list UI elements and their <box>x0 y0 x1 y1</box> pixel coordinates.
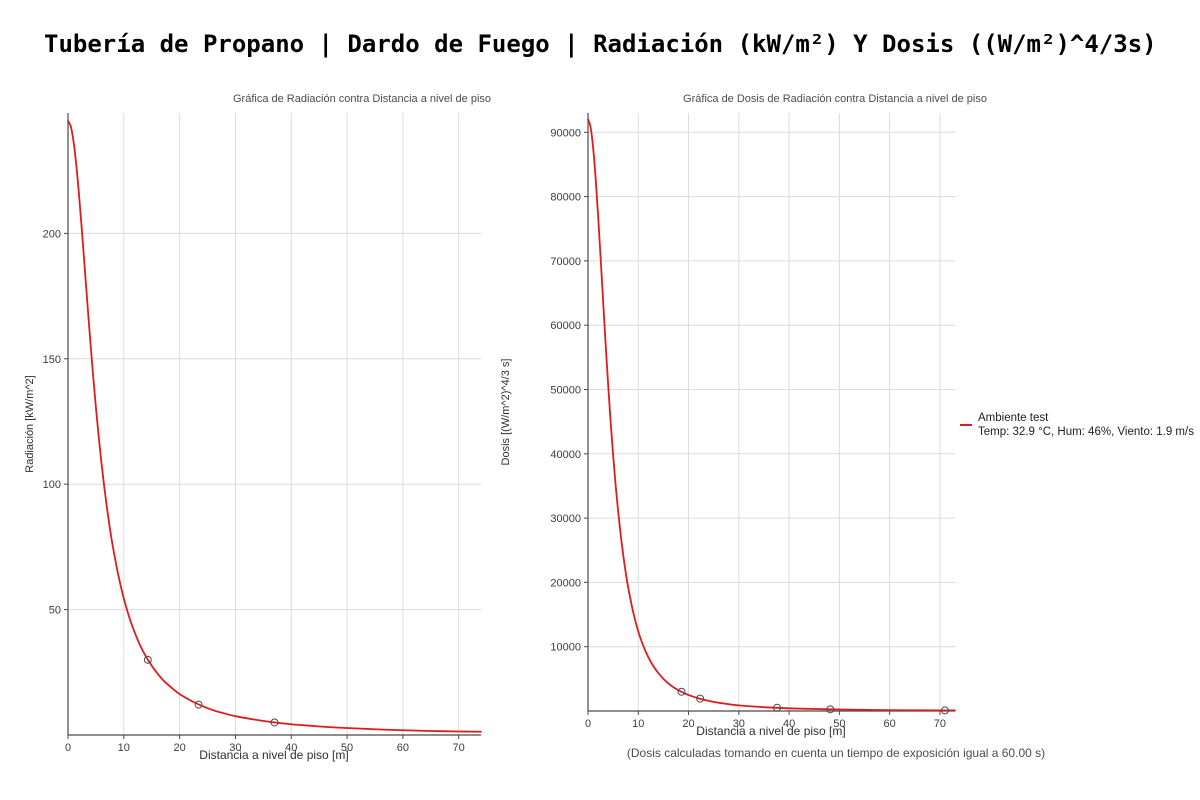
threshold-marker <box>270 718 279 727</box>
x-tick-label: 40 <box>783 718 795 730</box>
x-tick-label: 0 <box>65 742 71 754</box>
radiation-curve <box>67 120 482 733</box>
x-tick-label: 20 <box>682 718 694 730</box>
chart1-title: Gráfica de Radiación contra Distancia a … <box>232 93 492 105</box>
dose-exposure-footnote: (Dosis calculadas tomando en cuenta un t… <box>626 746 1046 760</box>
y-tick-label: 10000 <box>550 642 581 654</box>
chart-1: 0 10 20 30 40 50 60 70 50 100 150 200 <box>43 113 482 754</box>
y-tick-label: 40000 <box>550 449 581 461</box>
chart2-y-axis-label: Dosis [(W/m^2)^4/3 s] <box>500 358 512 466</box>
y-tick-label: 60000 <box>550 320 581 332</box>
x-tick-label: 20 <box>173 742 185 754</box>
y-tick-label: 50000 <box>550 384 581 396</box>
legend-line-swatch <box>960 424 972 426</box>
x-tick-label: 10 <box>632 718 644 730</box>
y-tick-label: 150 <box>43 354 61 366</box>
y-tick-label: 200 <box>43 228 61 240</box>
threshold-marker <box>696 694 705 703</box>
threshold-marker <box>940 706 949 715</box>
chart1-x-axis-label: Distancia a nivel de piso [m] <box>199 748 349 762</box>
x-tick-label: 40 <box>285 742 297 754</box>
legend-series-label: Ambiente test <box>978 412 1049 424</box>
y-tick-label: 100 <box>43 479 61 491</box>
y-tick-label: 20000 <box>550 577 581 589</box>
threshold-marker <box>773 703 782 712</box>
x-tick-label: 50 <box>341 742 353 754</box>
x-tick-label: 70 <box>934 718 946 730</box>
x-tick-label: 60 <box>397 742 409 754</box>
chart2-x-axis-label: Distancia a nivel de piso [m] <box>696 724 846 738</box>
chart2-title: Gráfica de Dosis de Radiación contra Dis… <box>683 93 987 105</box>
y-tick-label: 80000 <box>550 192 581 204</box>
legend-conditions: Temp: 32.9 °C, Hum: 46%, Viento: 1.9 m/s <box>978 426 1194 438</box>
threshold-marker <box>826 705 835 714</box>
x-tick-label: 60 <box>884 718 896 730</box>
page-title: Tubería de Propano | Dardo de Fuego | Ra… <box>44 30 1157 58</box>
x-tick-label: 30 <box>229 742 241 754</box>
threshold-marker <box>677 687 686 696</box>
chart-2: 0 10 20 30 40 50 60 70 10000 20000 30000 40000 50000… <box>550 113 956 730</box>
radiation-curve <box>587 118 956 712</box>
y-tick-label: 50 <box>49 605 61 617</box>
legend: Ambiente test Temp: 32.9 °C, Hum: 46%, V… <box>960 411 1194 439</box>
x-tick-label: 70 <box>453 742 465 754</box>
threshold-marker <box>194 700 203 709</box>
x-tick-label: 50 <box>833 718 845 730</box>
chart1-y-axis-label: Radiación [kW/m^2] <box>24 375 36 473</box>
y-tick-label: 30000 <box>550 513 581 525</box>
x-tick-label: 0 <box>585 718 591 730</box>
x-tick-label: 10 <box>118 742 130 754</box>
y-tick-label: 70000 <box>550 256 581 268</box>
x-tick-label: 30 <box>733 718 745 730</box>
y-tick-label: 90000 <box>550 127 581 139</box>
threshold-marker <box>143 655 152 664</box>
